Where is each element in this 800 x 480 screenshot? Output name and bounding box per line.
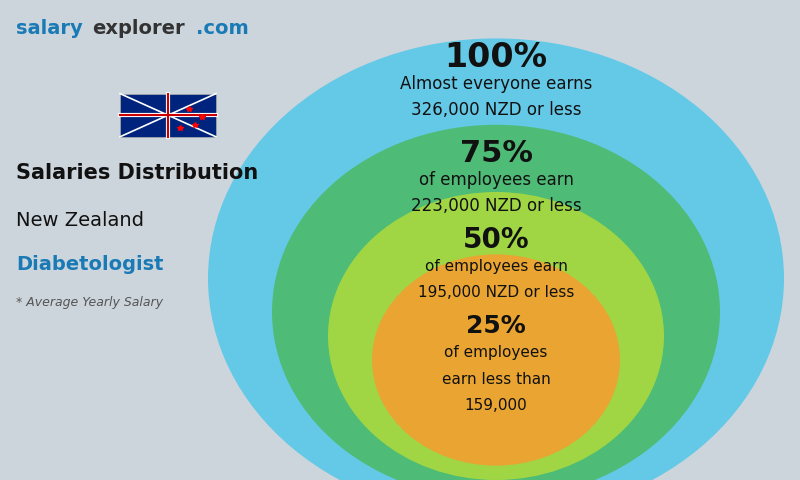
Text: Salaries Distribution: Salaries Distribution [16,163,258,183]
Text: Diabetologist: Diabetologist [16,254,163,274]
Text: Almost everyone earns: Almost everyone earns [400,75,592,93]
Text: 75%: 75% [459,139,533,168]
Text: 50%: 50% [462,226,530,254]
Text: of employees earn: of employees earn [418,171,574,189]
Bar [120,94,216,137]
Ellipse shape [272,125,720,480]
Text: 159,000: 159,000 [465,398,527,413]
Ellipse shape [372,254,620,466]
Text: explorer: explorer [92,19,185,38]
Text: 25%: 25% [466,314,526,338]
Text: 100%: 100% [445,41,547,74]
Text: earn less than: earn less than [442,372,550,387]
Text: * Average Yearly Salary: * Average Yearly Salary [16,296,163,309]
Text: .com: .com [196,19,249,38]
Text: 223,000 NZD or less: 223,000 NZD or less [410,197,582,216]
Text: New Zealand: New Zealand [16,211,144,230]
Text: of employees earn: of employees earn [425,259,567,274]
Text: of employees: of employees [444,345,548,360]
Text: salary: salary [16,19,82,38]
Text: 326,000 NZD or less: 326,000 NZD or less [410,101,582,120]
Ellipse shape [208,38,784,480]
Ellipse shape [328,192,664,480]
Text: 195,000 NZD or less: 195,000 NZD or less [418,285,574,300]
